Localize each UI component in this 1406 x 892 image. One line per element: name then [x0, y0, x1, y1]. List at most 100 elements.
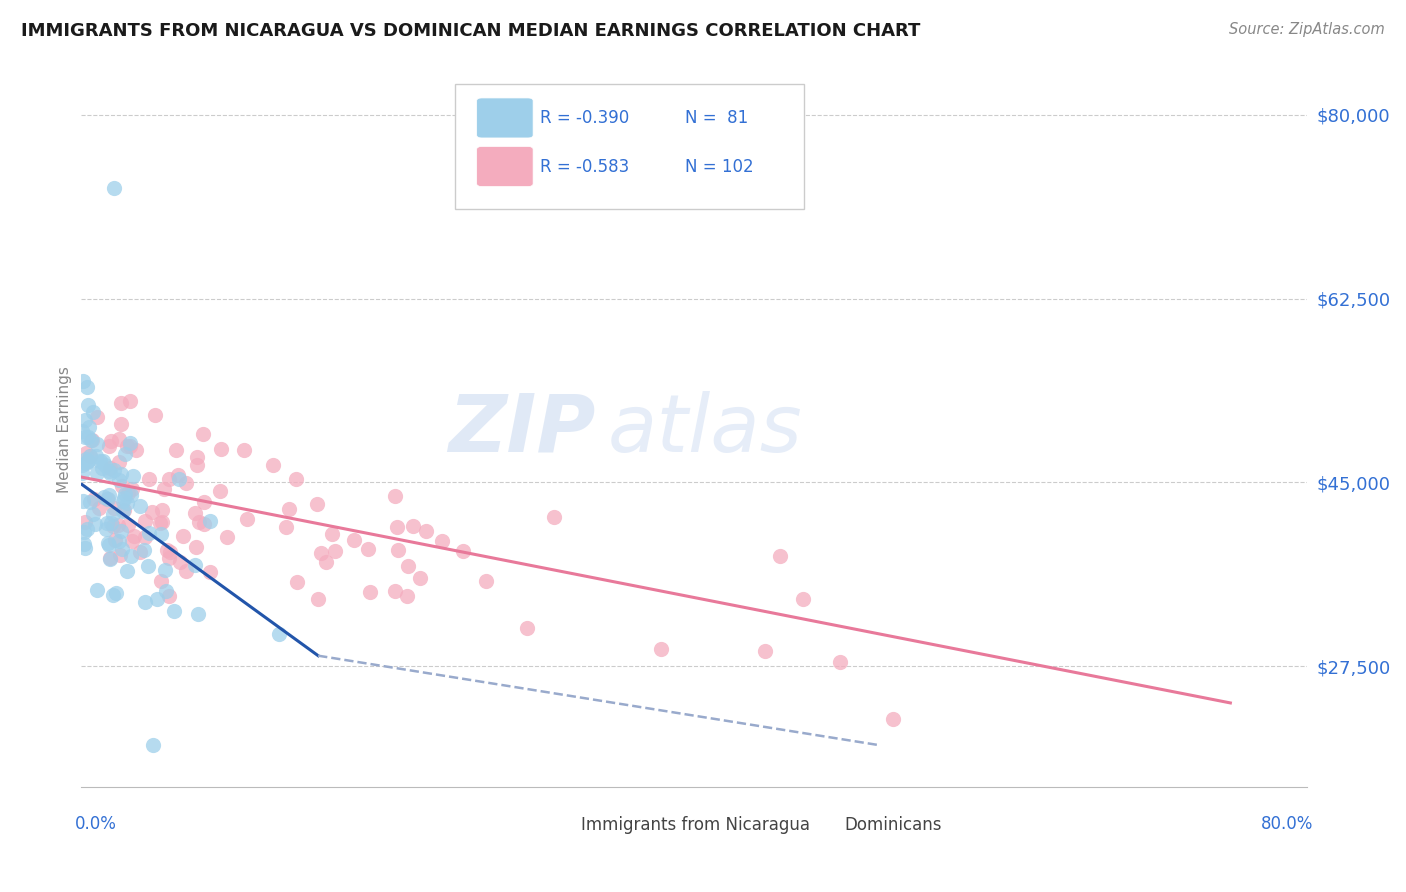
Point	[118, 438, 141, 452]
Point	[184, 541, 207, 555]
Point	[90, 461, 112, 475]
Point	[278, 502, 301, 516]
Point	[73, 525, 96, 540]
Point	[112, 504, 135, 518]
Point	[163, 604, 186, 618]
Point	[769, 549, 792, 563]
Point	[86, 582, 108, 597]
Point	[193, 495, 215, 509]
Point	[474, 574, 496, 588]
Point	[169, 555, 191, 569]
Point	[72, 494, 94, 508]
Point	[155, 563, 177, 577]
Point	[79, 450, 101, 464]
Text: R = -0.390: R = -0.390	[540, 109, 630, 127]
Point	[97, 491, 120, 506]
Point	[343, 533, 366, 547]
FancyBboxPatch shape	[543, 813, 578, 837]
Point	[882, 713, 904, 727]
Point	[117, 517, 139, 532]
FancyBboxPatch shape	[477, 98, 533, 138]
Point	[114, 487, 136, 501]
Point	[82, 507, 104, 521]
Point	[121, 534, 143, 549]
Point	[142, 738, 165, 752]
Point	[121, 482, 143, 496]
Text: atlas: atlas	[607, 391, 803, 469]
Point	[384, 489, 406, 503]
Point	[285, 575, 308, 590]
Point	[103, 588, 125, 602]
FancyBboxPatch shape	[807, 813, 841, 837]
Point	[120, 393, 142, 408]
Point	[236, 512, 259, 526]
Point	[73, 515, 96, 529]
Point	[167, 471, 190, 485]
Point	[159, 472, 181, 486]
Point	[451, 543, 474, 558]
Point	[94, 458, 117, 472]
Point	[402, 519, 425, 533]
Point	[115, 439, 138, 453]
Point	[75, 456, 97, 470]
Point	[110, 417, 132, 432]
Point	[156, 543, 179, 558]
Point	[93, 491, 115, 505]
Point	[166, 467, 188, 482]
Point	[792, 591, 814, 606]
Point	[184, 558, 207, 572]
Point	[321, 527, 343, 541]
Point	[117, 486, 139, 500]
Text: N = 102: N = 102	[685, 158, 754, 177]
Point	[396, 558, 419, 573]
Point	[385, 520, 408, 534]
Point	[415, 524, 437, 538]
Point	[75, 430, 97, 444]
Point	[70, 424, 93, 438]
Point	[146, 591, 169, 606]
Point	[174, 564, 197, 578]
Point	[387, 543, 409, 558]
Point	[118, 435, 141, 450]
Point	[104, 533, 127, 547]
Point	[77, 398, 100, 412]
Point	[408, 571, 430, 585]
Text: 80.0%: 80.0%	[1261, 815, 1313, 833]
Point	[284, 472, 307, 486]
Point	[75, 451, 97, 466]
Point	[73, 413, 96, 427]
Point	[115, 564, 138, 578]
Point	[155, 583, 177, 598]
Point	[114, 447, 136, 461]
Point	[98, 488, 121, 502]
Point	[112, 494, 135, 508]
Point	[110, 467, 132, 481]
Point	[184, 506, 207, 520]
Point	[100, 516, 122, 530]
Point	[77, 454, 100, 468]
Point	[125, 442, 148, 457]
Point	[112, 491, 135, 506]
Point	[186, 458, 208, 473]
Point	[76, 380, 98, 394]
Point	[115, 496, 138, 510]
Point	[120, 488, 142, 502]
Text: ZIP: ZIP	[449, 391, 596, 469]
Point	[311, 546, 333, 560]
Point	[83, 517, 105, 532]
Point	[79, 450, 101, 464]
Text: Source: ZipAtlas.com: Source: ZipAtlas.com	[1229, 22, 1385, 37]
Point	[103, 181, 125, 195]
Point	[828, 655, 851, 669]
Point	[138, 472, 160, 486]
Point	[89, 500, 111, 515]
Point	[186, 450, 208, 464]
Point	[232, 443, 254, 458]
Point	[120, 549, 142, 563]
Point	[72, 374, 94, 388]
Point	[157, 589, 180, 603]
Point	[124, 528, 146, 542]
Point	[132, 543, 155, 558]
Point	[145, 409, 167, 423]
Point	[70, 458, 93, 472]
